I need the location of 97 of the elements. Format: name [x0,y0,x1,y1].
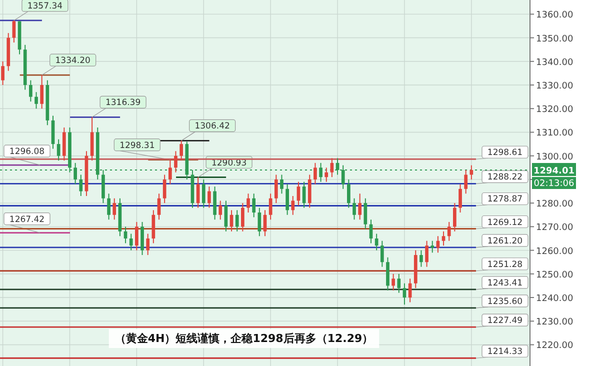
candlestick [453,202,456,232]
y-tick-label: 1320.00 [536,105,574,116]
candlestick [29,80,32,102]
candlestick [319,162,322,182]
text: （黄金4H）短线谨慎，企稳1298后再多（12.29） [114,332,374,345]
candlestick [324,167,328,182]
candlestick [352,198,356,220]
y-tick-label: 1310.00 [536,128,574,139]
ref-line-label: 1298.31 [120,140,155,151]
candlestick [263,210,267,237]
candlestick [129,233,133,251]
ref-line-label: 1235.60 [487,296,523,307]
candlestick [447,221,451,242]
candlestick [168,159,172,185]
candlestick [1,60,4,86]
candlestick [268,193,272,220]
candlestick [358,193,362,220]
candlestick [152,210,156,244]
candlestick [235,210,239,232]
candlestick [218,200,222,220]
candlestick [157,193,161,220]
ref-line-label: 1267.42 [9,214,45,225]
ref-line-label: 1316.39 [105,98,141,108]
candlestick [180,140,183,162]
y-tick-label: 1220.00 [536,341,574,352]
candlestick [458,184,462,214]
candlestick [40,74,44,110]
candlestick [135,221,138,251]
candlestick [34,92,38,110]
candlestick [208,186,211,208]
candlestick [302,181,306,208]
candlestick [314,162,317,185]
candlestick [420,250,423,268]
y-tick-label: 1360.00 [536,10,574,21]
candlestick [202,178,206,208]
candlestick [252,193,256,218]
candlestick [90,116,94,162]
candlestick [386,256,390,291]
y-tick-label: 1300.00 [536,152,574,162]
y-tick-label: 1250.00 [536,270,574,280]
ref-line-label: 1261.20 [487,236,523,246]
candlestick [308,174,312,208]
y-tick-label: 1330.00 [536,82,574,92]
ref-line-label: 1298.61 [487,148,523,158]
ref-line-label: 1290.93 [211,158,247,168]
ref-line-label: 1306.42 [194,122,230,132]
y-tick-label: 1280.00 [536,200,574,210]
ref-line-label: 1357.34 [27,1,63,12]
candlestick [392,273,395,291]
candlestick [425,240,428,268]
ref-line-label: 1214.33 [487,347,523,358]
candlestick [402,282,406,306]
candlestick [196,176,200,208]
y-tick-label: 1340.00 [536,58,574,68]
candlestick [442,230,446,246]
candlestick [213,186,216,220]
candlestick [464,170,468,194]
candlestick [347,178,350,208]
ref-line-label: 1334.20 [55,56,90,66]
candlestick [374,233,378,251]
candlestick [174,150,178,173]
candlestick [364,198,368,230]
ref-line-label: 1296.08 [9,147,45,158]
candlestick [140,221,144,256]
y-tick-label: 1350.00 [536,34,574,44]
candlestick [107,193,110,220]
candlestick [286,184,289,216]
candlestick [430,240,434,254]
candlestick [291,195,295,216]
candlestick [246,193,250,214]
ref-line-label: 1251.28 [487,260,523,270]
candlestick [56,138,60,162]
candlestick [330,158,334,178]
candlestick [380,240,384,268]
candlestick [62,127,66,162]
candlestick [112,198,116,220]
candlestick [470,164,474,180]
ref-line-label: 1269.12 [487,218,523,228]
ref-line-label: 1227.49 [487,316,523,326]
y-tick-label: 1240.00 [536,294,574,304]
y-tick-label: 1230.00 [536,318,574,328]
candlestick [274,174,278,204]
text: 02:13:06 [534,178,574,189]
candlestick [162,174,166,204]
y-tick-label: 1270.00 [536,223,574,234]
candlestick [397,273,401,294]
ref-line-label: 1294.01 [534,166,574,176]
y-tick-label: 1260.00 [536,246,574,257]
candlestick [280,174,284,194]
ref-line-label: 1278.87 [487,194,523,205]
candlestick [12,20,16,44]
candlestick [79,174,83,196]
ref-line-label: 1243.41 [487,278,523,288]
candlestick [146,233,150,256]
ref-line-label: 1288.22 [487,172,523,183]
candlestick [241,202,244,232]
candlestick [258,207,262,237]
